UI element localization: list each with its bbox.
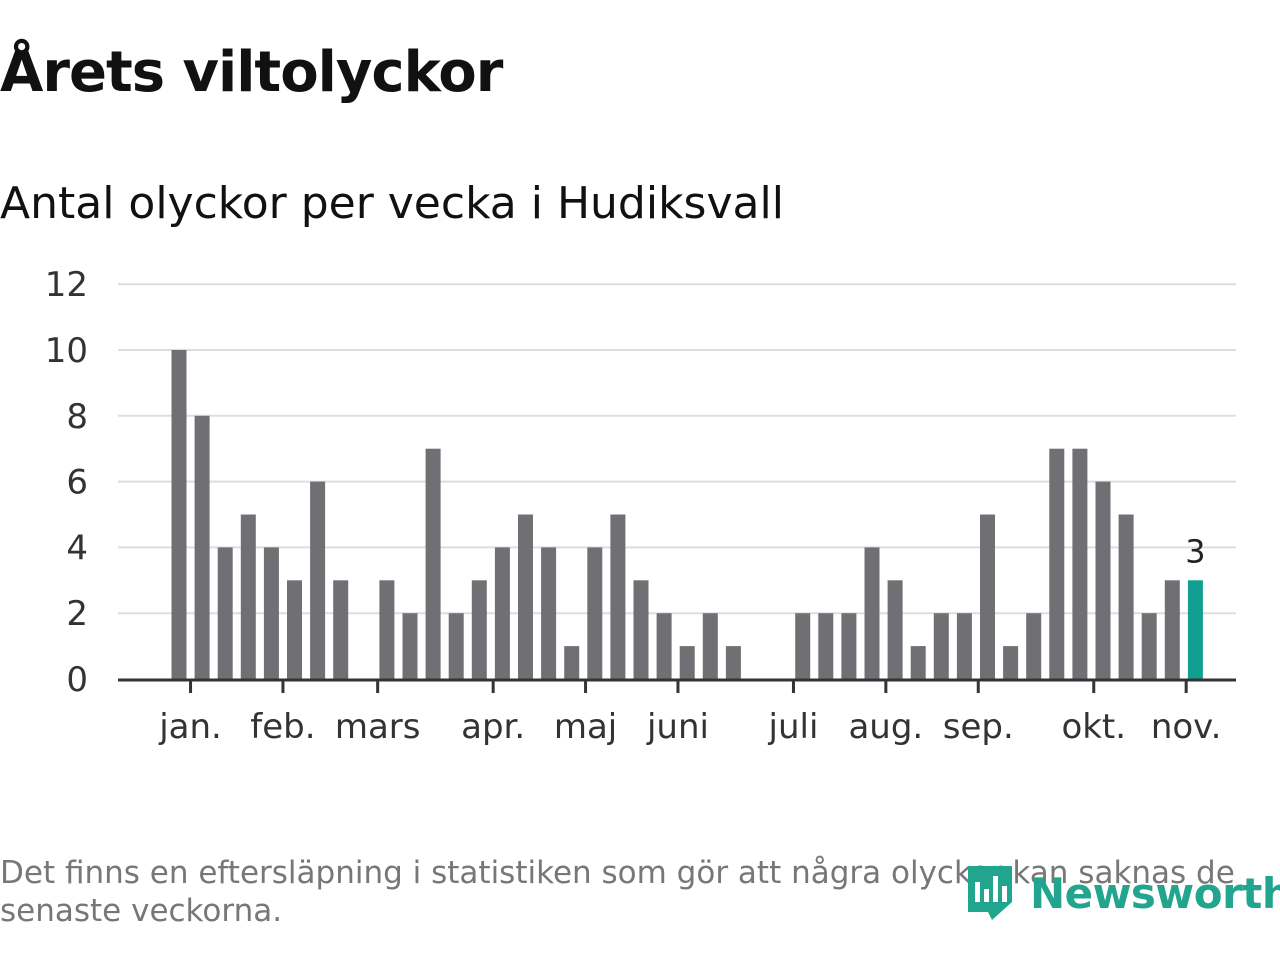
x-tick-label: apr. — [461, 707, 525, 747]
bar — [956, 613, 972, 679]
y-tick-label: 0 — [66, 660, 88, 700]
y-tick-label: 8 — [66, 397, 88, 437]
bar — [379, 580, 395, 679]
y-tick-label: 10 — [45, 331, 88, 371]
bar — [933, 613, 949, 679]
bar — [841, 613, 857, 679]
y-tick-label: 6 — [66, 463, 88, 503]
chart-subtitle: Antal olyckor per vecka i Hudiksvall — [0, 178, 784, 229]
bar — [1003, 646, 1019, 679]
bar — [263, 547, 279, 679]
y-tick-label: 2 — [66, 594, 88, 634]
x-tick-label: mars — [335, 707, 421, 747]
x-tick-label: nov. — [1151, 707, 1222, 747]
bar — [518, 514, 533, 679]
bar — [425, 448, 441, 679]
bar — [610, 514, 626, 679]
bar — [564, 646, 580, 679]
bar — [679, 646, 695, 679]
bar — [1141, 613, 1157, 679]
bar — [333, 580, 349, 679]
bar — [887, 580, 903, 679]
bar — [541, 547, 557, 679]
bar — [1049, 448, 1065, 679]
newsworthy-bar-chart-icon — [968, 866, 1012, 920]
bar — [702, 613, 718, 679]
highlight-bar — [1187, 580, 1203, 679]
x-tick-label: juni — [646, 707, 709, 747]
x-tick-label: aug. — [848, 707, 923, 747]
bar — [194, 415, 210, 679]
bar — [633, 580, 649, 679]
bar — [310, 481, 326, 679]
bar — [910, 646, 926, 679]
bar — [795, 613, 811, 679]
y-tick-label: 12 — [45, 265, 88, 305]
highlight-value-label: 3 — [1185, 532, 1205, 570]
bar — [818, 613, 834, 679]
newsworthy-logo: Newsworthy — [964, 862, 1280, 924]
y-tick-label: 4 — [66, 528, 88, 568]
x-tick-label: sep. — [943, 707, 1014, 747]
bar — [725, 646, 741, 679]
bar-chart: 0 2 4 6 8 10 12 3 jan. feb. mars apr. maj juni juli aug… — [45, 265, 1236, 747]
bar — [864, 547, 880, 679]
bar — [1118, 514, 1134, 679]
bar — [402, 613, 418, 679]
bar — [1095, 481, 1111, 679]
bar — [1026, 613, 1042, 679]
bar — [656, 613, 672, 679]
x-tick-label: okt. — [1061, 707, 1126, 747]
footnote: Det finns en eftersläpning i statistiken… — [0, 855, 1235, 929]
bar — [494, 547, 510, 679]
bar — [587, 547, 603, 679]
chart-title: Årets viltolyckor — [0, 40, 503, 105]
bar — [171, 350, 187, 679]
bar — [287, 580, 302, 679]
bar — [1164, 580, 1180, 679]
x-tick-label: juli — [768, 707, 819, 747]
bar — [471, 580, 487, 679]
bar — [1072, 448, 1088, 679]
x-tick-label: maj — [554, 707, 617, 747]
bar — [217, 547, 233, 679]
bar — [980, 514, 995, 679]
bar — [240, 514, 256, 679]
x-tick-label: feb. — [250, 707, 315, 747]
x-tick-label: jan. — [158, 707, 222, 747]
bar — [448, 613, 464, 679]
logo-text: Newsworthy — [1030, 868, 1280, 918]
